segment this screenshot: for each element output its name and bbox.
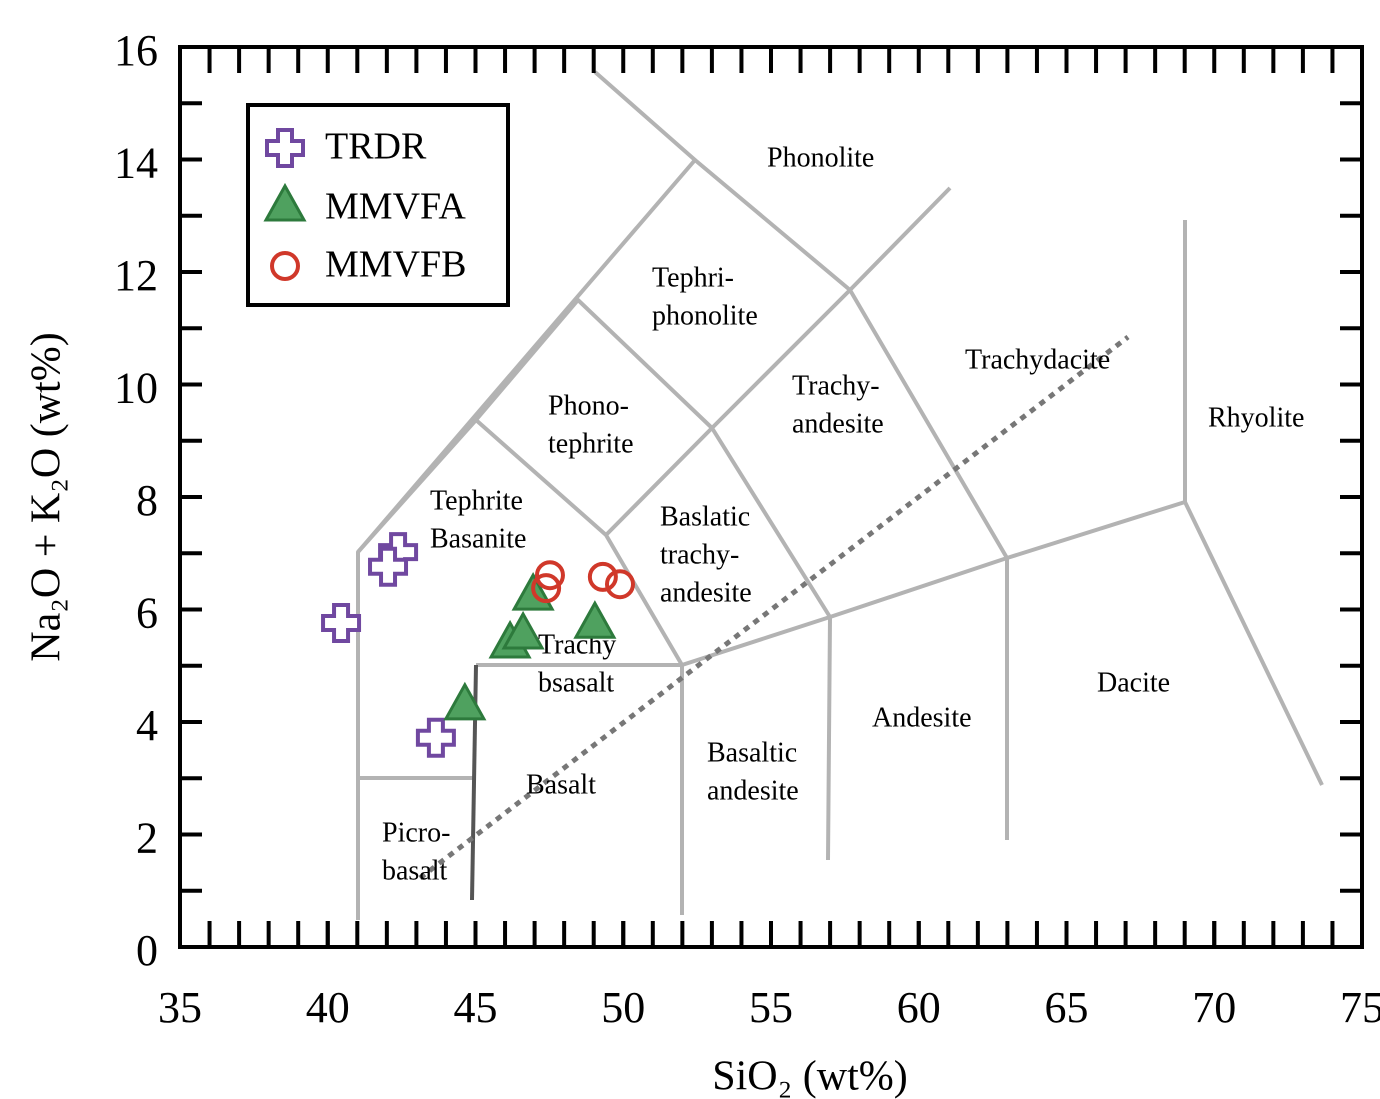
field-label: Baslatic — [660, 501, 750, 532]
legend-label: TRDR — [325, 126, 427, 168]
marker-circle — [604, 569, 635, 600]
x-tick-label: 70 — [1192, 983, 1236, 1032]
field-label: Andesite — [872, 702, 972, 733]
field-label: andesite — [707, 775, 799, 806]
y-tick-label: 14 — [114, 139, 158, 188]
marker-plus — [321, 603, 362, 643]
marker-triangle — [263, 182, 307, 222]
field-label: bsasalt — [538, 667, 614, 698]
x-axis-label: SiO₂ (wt%) — [712, 1054, 907, 1099]
legend-label: MMVFB — [325, 244, 467, 286]
y-tick-label: 16 — [114, 26, 158, 75]
x-tick-label: 75 — [1340, 983, 1380, 1032]
field-label: Basaltic — [707, 737, 797, 768]
y-tick-label: 6 — [136, 589, 158, 638]
field-label: Picro- — [382, 817, 450, 848]
boundary — [356, 418, 684, 667]
x-tick-label: 55 — [749, 983, 793, 1032]
field-label: andesite — [792, 408, 884, 439]
field-label: Trachy- — [792, 370, 880, 401]
y-tick-label: 4 — [136, 701, 158, 750]
marker-plus — [368, 546, 409, 587]
marker-triangle — [501, 610, 545, 650]
marker-circle — [587, 561, 618, 592]
boundary — [604, 288, 852, 537]
x-tick-label: 35 — [158, 983, 202, 1032]
field-label: Tephrite — [430, 485, 523, 516]
field-label: Basanite — [430, 523, 526, 554]
x-tick-label: 60 — [897, 983, 941, 1032]
field-label: Trachydacite — [965, 344, 1110, 375]
y-tick-label: 0 — [136, 926, 158, 975]
y-tick-label: 12 — [114, 251, 158, 300]
field-label: Phonolite — [767, 142, 874, 173]
marker-plus — [415, 717, 456, 758]
y-tick-label: 10 — [114, 364, 158, 413]
y-axis-label: Na₂O + K₂O (wt%) — [24, 332, 70, 661]
y-tick-label: 8 — [136, 476, 158, 525]
marker-plus — [265, 128, 305, 168]
field-label: andesite — [660, 577, 752, 608]
field-label: basalt — [382, 855, 448, 886]
y-tick-label: 2 — [136, 814, 158, 863]
field-label: Basalt — [526, 769, 596, 800]
field-label: phonolite — [652, 300, 758, 331]
field-label: trachy- — [660, 539, 739, 570]
marker-triangle — [573, 600, 617, 639]
field-label: Phono- — [548, 390, 629, 421]
marker-circle — [270, 251, 300, 281]
alkaline-divide — [418, 335, 1130, 880]
field-label: Rhyolite — [1208, 402, 1304, 433]
x-tick-label: 45 — [454, 983, 498, 1032]
boundary — [476, 663, 684, 915]
marker-triangle — [443, 681, 487, 721]
marker-circle — [534, 560, 565, 591]
field-label: Dacite — [1097, 667, 1170, 698]
field-label: Tephri- — [652, 262, 734, 293]
x-tick-label: 65 — [1045, 983, 1089, 1032]
x-tick-label: 50 — [601, 983, 645, 1032]
x-tick-label: 40 — [306, 983, 350, 1032]
boundary — [681, 500, 1324, 786]
marker-circle — [531, 573, 562, 604]
field-label: tephrite — [548, 428, 634, 459]
legend-label: MMVFA — [325, 186, 466, 228]
boundary — [356, 70, 697, 920]
